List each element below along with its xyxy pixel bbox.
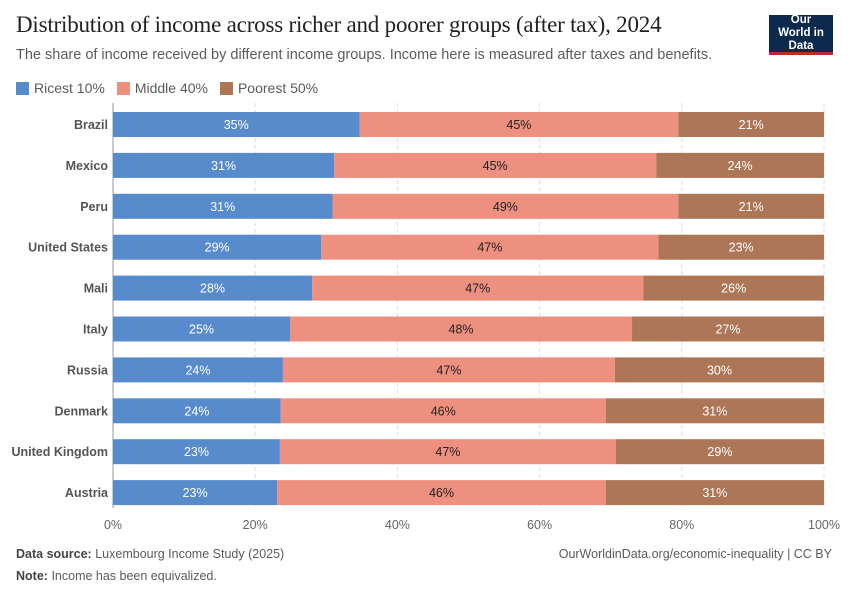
bar-segment (359, 112, 679, 137)
bar-segment (614, 357, 824, 383)
category-label: United States (28, 241, 108, 255)
bar-segment (279, 439, 616, 465)
bar-segment (113, 152, 335, 178)
note-label: Note: (16, 569, 48, 583)
bar-segment (277, 480, 606, 506)
bar-segment (113, 357, 283, 383)
bar-segment (643, 275, 824, 301)
bar-segment (113, 316, 291, 342)
data-label: 48% (449, 323, 474, 337)
bar-segment (290, 316, 633, 342)
legend-swatch (219, 81, 233, 95)
data-label: 24% (185, 363, 210, 377)
bar-segment (332, 193, 679, 219)
bar-segment (113, 112, 360, 137)
legend-label: Poorest 50% (237, 80, 319, 96)
logo-text: Our World in Data (778, 14, 824, 52)
data-label: 31% (702, 486, 727, 500)
data-label: 29% (205, 241, 230, 255)
bar-segment (605, 398, 824, 424)
data-label: 30% (707, 363, 732, 377)
category-label: Mali (84, 282, 108, 296)
bar-segment (321, 234, 659, 260)
chart-subtitle: The share of income received by differen… (16, 47, 713, 63)
category-label: Peru (80, 200, 108, 214)
data-label: 26% (721, 282, 746, 296)
bar-segment (113, 439, 280, 465)
data-label: 23% (729, 241, 754, 255)
bar-segment (615, 439, 824, 465)
data-label: 46% (431, 404, 456, 418)
data-label: 47% (465, 282, 490, 296)
bar-segment (113, 234, 322, 260)
x-tick-label: 60% (527, 518, 552, 532)
data-label: 24% (184, 404, 209, 418)
note-text: Income has been equivalized. (51, 569, 217, 583)
data-label: 23% (183, 486, 208, 500)
bar-segment (632, 316, 824, 342)
legend-label: Ricest 10% (34, 80, 105, 96)
data-label: 47% (477, 241, 502, 255)
data-label: 47% (435, 445, 460, 459)
bar-segment (282, 357, 615, 383)
x-tick-label: 20% (243, 518, 268, 532)
bar-segment (113, 275, 313, 301)
data-label: 35% (224, 118, 249, 132)
legend-item-ricest[interactable]: Ricest 10% (16, 80, 105, 96)
data-label: 46% (429, 486, 454, 500)
bar-segment (605, 480, 824, 506)
data-label: 45% (506, 118, 531, 132)
x-tick-label: 0% (104, 518, 122, 532)
category-label: Denmark (55, 404, 109, 418)
data-label: 21% (739, 118, 764, 132)
bar-segment (656, 152, 824, 178)
bar-segment (113, 480, 278, 506)
data-label: 31% (211, 159, 236, 173)
bar-segment (113, 398, 281, 424)
category-label: Austria (65, 486, 109, 500)
legend: Ricest 10% Middle 40% Poorest 50% (16, 80, 318, 96)
category-label: Russia (67, 363, 109, 377)
legend-item-poorest[interactable]: Poorest 50% (219, 80, 319, 96)
legend-swatch (116, 81, 130, 95)
bar-segment (678, 112, 824, 137)
bar-segment (678, 193, 824, 219)
bar-segment (312, 275, 644, 301)
data-label: 25% (189, 323, 214, 337)
bar-segment (113, 193, 333, 219)
data-label: 49% (493, 200, 518, 214)
legend-swatch (16, 81, 29, 95)
x-tick-label: 80% (669, 518, 694, 532)
note: Note: Income has been equivalized. (16, 569, 217, 583)
x-tick-label: 40% (385, 518, 410, 532)
category-label: United Kingdom (11, 445, 108, 459)
source-url[interactable]: OurWorldinData.org/economic-inequality |… (558, 547, 832, 561)
bar-segment (334, 152, 657, 178)
category-label: Italy (83, 323, 108, 337)
data-label: 29% (707, 445, 732, 459)
source-label: Data source: (16, 547, 92, 561)
bar-segment (658, 234, 824, 260)
category-label: Brazil (74, 118, 108, 132)
bar-segment (280, 398, 606, 424)
chart-title: Distribution of income across richer and… (16, 12, 662, 37)
data-label: 28% (200, 282, 225, 296)
data-label: 45% (483, 159, 508, 173)
data-label: 24% (728, 159, 753, 173)
data-label: 31% (210, 200, 235, 214)
data-label: 27% (715, 323, 740, 337)
data-label: 21% (739, 200, 764, 214)
source-text[interactable]: Luxembourg Income Study (2025) (95, 547, 285, 561)
data-label: 23% (184, 445, 209, 459)
category-label: Mexico (66, 159, 109, 173)
legend-label: Middle 40% (134, 80, 208, 96)
x-tick-label: 100% (808, 518, 840, 532)
legend-item-middle[interactable]: Middle 40% (116, 80, 208, 96)
data-label: 31% (702, 404, 727, 418)
data-source: Data source: Luxembourg Income Study (20… (16, 547, 284, 561)
owid-logo[interactable]: Our World in Data (769, 14, 833, 55)
data-label: 47% (436, 363, 461, 377)
